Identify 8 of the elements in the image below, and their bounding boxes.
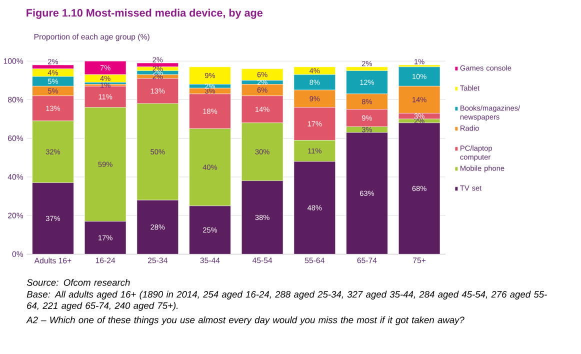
- bar: [189, 66, 231, 85]
- text: A2 – Which one of these things you use almost every day would you miss the most if it got taken away?: [26, 316, 464, 326]
- text: Base: All adults aged 16+ (1890 in 2014, 254 aged 16-24, 288 aged 25-34, 327 aged 35-44, 284 aged 45-54, 276 aged 55-64, 221 aged 65-74, 240 aged 75+).: [26, 290, 547, 311]
- bar: [241, 68, 284, 81]
- chart-title: Figure 1.10 Most-missed media device, by age: [26, 8, 263, 20]
- bar: [398, 122, 440, 254]
- source-note: Source: Ofcom research: [26, 279, 130, 286]
- bar: [136, 63, 178, 68]
